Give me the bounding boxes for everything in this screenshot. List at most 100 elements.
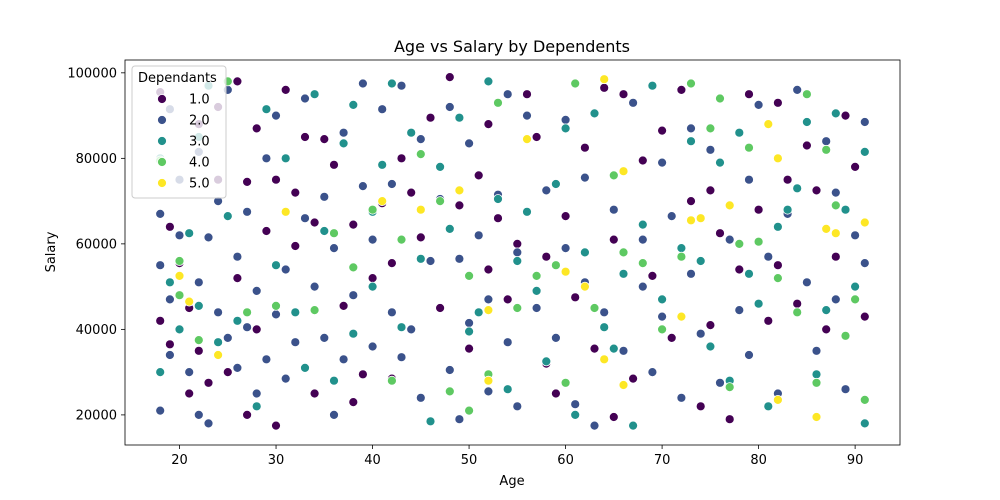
data-point: [657, 294, 667, 305]
data-point: [782, 174, 793, 185]
data-point: [425, 256, 436, 266]
data-point: [531, 132, 542, 142]
data-point: [657, 324, 667, 335]
data-point: [637, 155, 648, 166]
data-point: [657, 157, 667, 168]
data-point: [637, 219, 648, 230]
data-point: [850, 161, 860, 172]
data-point: [493, 213, 503, 224]
data-point: [193, 409, 204, 420]
data-point: [155, 367, 166, 378]
data-point: [483, 375, 494, 386]
legend-marker: [157, 94, 167, 104]
data-point: [415, 204, 426, 215]
data-point: [522, 206, 532, 217]
data-point: [676, 243, 687, 254]
data-point: [502, 337, 513, 348]
data-point: [676, 311, 687, 322]
data-point: [589, 303, 600, 313]
data-point: [821, 136, 832, 147]
plot-frame: [124, 59, 901, 446]
data-point: [734, 127, 745, 138]
data-point: [251, 285, 262, 296]
data-point: [155, 260, 166, 271]
data-point: [724, 382, 735, 393]
data-point: [763, 315, 774, 326]
data-point: [802, 140, 812, 151]
data-point: [560, 266, 571, 277]
data-point: [522, 110, 532, 121]
legend-label: 5.0: [189, 177, 210, 192]
data-point: [386, 258, 397, 269]
data-point: [753, 298, 764, 309]
legend-title: Dependants: [138, 71, 217, 86]
data-point: [840, 110, 851, 121]
data-point: [802, 277, 812, 288]
data-point: [232, 76, 243, 87]
data-point: [338, 354, 349, 365]
data-point: [531, 285, 542, 296]
data-point: [580, 172, 590, 183]
points-layer: [155, 72, 870, 431]
data-point: [657, 311, 667, 322]
data-point: [792, 183, 803, 194]
data-point: [348, 100, 359, 110]
data-point: [560, 243, 571, 254]
y-tick-label: 80000: [76, 152, 117, 167]
data-point: [232, 251, 243, 262]
legend-label: 1.0: [189, 93, 210, 108]
data-point: [628, 97, 638, 108]
x-tick-label: 40: [364, 453, 381, 468]
data-point: [744, 89, 754, 100]
data-point: [840, 204, 851, 215]
data-point: [647, 367, 658, 378]
data-point: [174, 270, 185, 281]
data-point: [222, 211, 233, 222]
data-point: [541, 251, 552, 262]
data-point: [792, 85, 803, 95]
data-point: [715, 93, 725, 104]
data-point: [473, 307, 484, 318]
data-point: [522, 89, 532, 100]
data-point: [724, 234, 735, 245]
data-point: [608, 204, 619, 215]
data-point: [367, 204, 378, 215]
data-point: [802, 117, 812, 127]
data-point: [415, 253, 426, 264]
data-point: [396, 80, 407, 91]
legend-marker: [157, 136, 167, 146]
data-point: [386, 307, 397, 318]
data-point: [686, 215, 696, 226]
data-point: [512, 256, 523, 266]
data-point: [271, 300, 281, 311]
data-point: [686, 136, 696, 147]
data-point: [859, 146, 870, 157]
data-point: [300, 93, 310, 104]
data-point: [830, 228, 841, 239]
data-point: [300, 362, 310, 373]
data-point: [705, 185, 716, 196]
chart-title: Age vs Salary by Dependents: [394, 37, 630, 56]
data-point: [377, 159, 388, 170]
data-point: [406, 324, 417, 335]
data-point: [666, 211, 677, 222]
data-point: [502, 89, 513, 100]
data-point: [763, 401, 774, 412]
data-point: [338, 138, 349, 149]
data-point: [628, 373, 638, 384]
data-point: [232, 362, 243, 373]
data-point: [329, 243, 339, 254]
data-point: [396, 153, 407, 164]
data-point: [647, 80, 658, 91]
data-point: [367, 341, 378, 352]
data-point: [560, 123, 571, 134]
data-point: [213, 350, 224, 360]
data-point: [715, 377, 725, 388]
data-point: [531, 303, 542, 313]
data-point: [512, 303, 523, 313]
data-point: [821, 223, 832, 234]
legend-entries: 1.0 2.0 3.0 4.0 5.0: [157, 93, 210, 192]
data-point: [329, 159, 339, 170]
data-point: [367, 281, 378, 292]
data-point: [618, 89, 629, 100]
